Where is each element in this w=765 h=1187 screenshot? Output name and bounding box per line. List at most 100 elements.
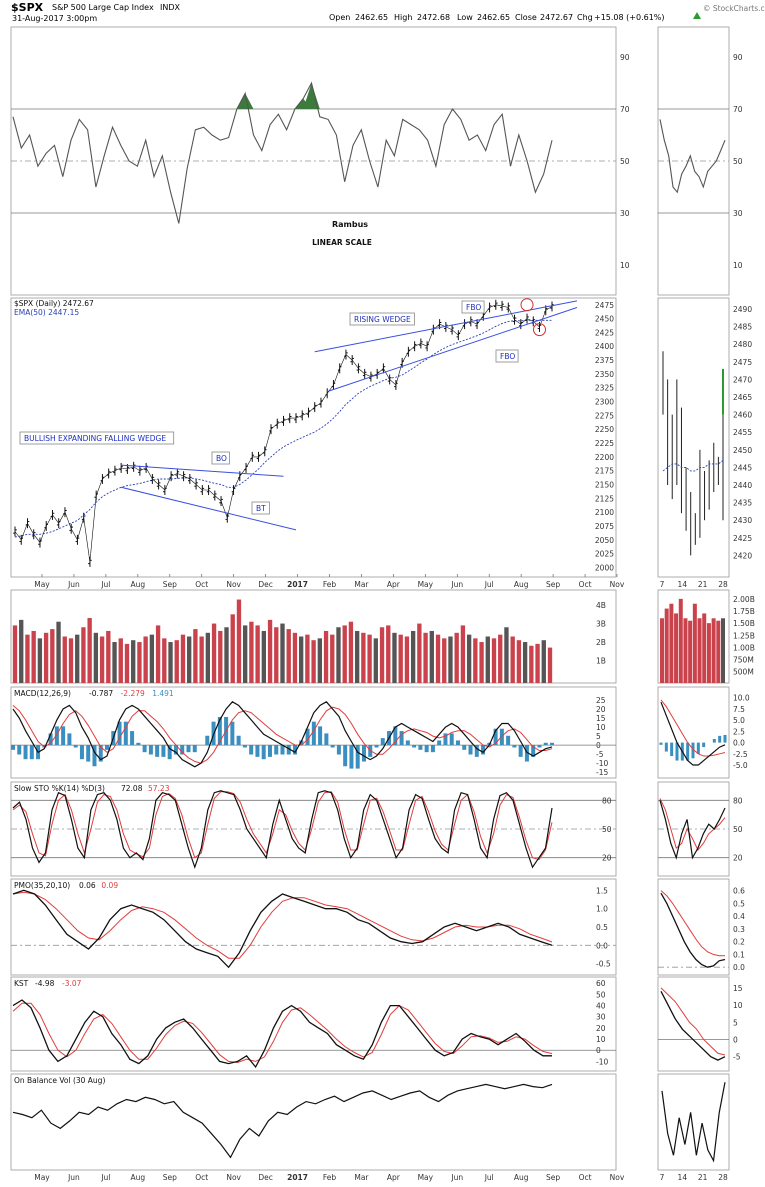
bottom-x-tick-label: Nov [610, 1173, 625, 1182]
macd-histogram-bar [167, 745, 172, 760]
kst-tick-label: 40 [596, 1002, 606, 1011]
side-volume-bar [692, 603, 697, 683]
pmo-side-tick-label: 0.2 [733, 938, 745, 947]
price-x-tick-label: Feb [323, 580, 337, 589]
bottom-x-tick-label: Jul [100, 1173, 110, 1182]
rsi-side-line [659, 119, 726, 194]
volume-bar [106, 630, 111, 683]
volume-bar [230, 614, 235, 683]
bottom-x-tick-label: Aug [514, 1173, 529, 1182]
rising-wedge-lower-trendline [327, 307, 578, 393]
price-side-tick-label: 2450 [733, 446, 752, 455]
side-volume-bar [678, 598, 683, 683]
price-x-tick-label: Jun [67, 580, 80, 589]
macd-histogram-bar [518, 745, 523, 757]
bullish-wedge-label: BULLISH EXPANDING FALLING WEDGE [24, 434, 166, 443]
volume-bar [292, 632, 298, 683]
macd-histogram-bar [23, 745, 28, 760]
price-side-tick-label: 2460 [733, 411, 752, 420]
side-x-tick-label: 14 [678, 580, 688, 589]
price-x-tick-label: Dec [258, 580, 273, 589]
volume-bar [473, 638, 478, 683]
volume-side-tick-label: 1.25B [733, 631, 755, 640]
price-x-tick-label: May [418, 580, 434, 589]
bottom-x-tick-label: Nov [226, 1173, 241, 1182]
macd-histogram-bar [374, 745, 379, 748]
bottom-x-tick-label: May [418, 1173, 434, 1182]
sto-d-line [12, 791, 553, 861]
price-tick-label: 2050 [595, 536, 614, 545]
rsi-side-tick-label: 30 [733, 209, 743, 218]
side-macd-histogram-bar [718, 735, 722, 743]
watermark: © StockCharts.com [703, 4, 765, 13]
pmo-side-tick-label: 0.6 [733, 887, 745, 896]
volume-bar [454, 632, 459, 683]
price-tick-label: 2450 [595, 315, 614, 324]
macd-legend-value: 1.491 [152, 689, 174, 698]
side-macd-histogram-bar [664, 742, 668, 752]
price-tick-label: 2200 [595, 453, 614, 462]
volume-bar [466, 634, 472, 683]
linear-scale-annotation: LINEAR SCALE [312, 238, 372, 247]
volume-bar [155, 625, 161, 683]
macd-tick-label: 20 [596, 705, 606, 714]
kst-side-tick-label: 0 [733, 1035, 738, 1044]
side-pmo-signal-line [660, 890, 725, 957]
pmo-panel-frame [10, 878, 617, 976]
macd-title: MACD(12,26,9) [14, 689, 71, 698]
sto-k-line [12, 790, 553, 870]
volume-bar [211, 623, 217, 683]
volume-bar [19, 619, 24, 683]
pmo-title: PMO(35,20,10) [14, 881, 70, 890]
price-x-tick-label: Nov [226, 580, 241, 589]
volume-bar [81, 627, 86, 683]
sto-side-tick-label: 20 [733, 854, 743, 863]
volume-bar [535, 643, 540, 683]
price-tick-label: 2150 [595, 481, 614, 490]
side-macd-signal-line [660, 699, 726, 757]
macd-histogram-bar [443, 733, 448, 746]
volume-bar [12, 625, 18, 683]
volume-bar [43, 632, 49, 683]
macd-tick-label: 5 [596, 732, 601, 741]
macd-side-panel-frame [657, 686, 730, 779]
low-value: 2462.65 [477, 13, 510, 22]
macd-histogram-bar [148, 745, 153, 755]
ema-legend: EMA(50) 2447.15 [14, 308, 79, 317]
bottom-x-tick-label: Aug [131, 1173, 146, 1182]
kst-side-tick-label: 15 [733, 984, 743, 993]
side-bottom-x-tick-label: 14 [678, 1173, 688, 1182]
macd-histogram-bar [92, 745, 97, 767]
macd-histogram-bar [86, 745, 91, 762]
macd-histogram-bar [98, 745, 103, 762]
pmo-side-tick-label: 0.4 [733, 912, 745, 921]
side-bottom-x-tick-label: 28 [718, 1173, 728, 1182]
macd-histogram-bar [361, 745, 366, 762]
bt-label-box [251, 501, 270, 515]
volume-bars [12, 599, 553, 683]
kst-line [12, 999, 552, 1069]
sto-tick-label: 80 [602, 796, 612, 805]
price-side-tick-label: 2445 [733, 463, 752, 472]
price-tick-label: 2075 [595, 522, 614, 531]
pmo-tick-label: 1.0 [596, 905, 608, 914]
pmo-tick-label: 0.0 [596, 941, 608, 950]
macd-histogram-bar [418, 745, 423, 750]
volume-bar [442, 638, 447, 683]
macd-histogram-bar [17, 745, 22, 755]
macd-histogram-bar [349, 745, 354, 769]
kst-tick-label: 50 [596, 990, 606, 999]
price-line [14, 304, 553, 562]
volume-bar [193, 629, 198, 683]
price-tick-label: 2350 [595, 370, 614, 379]
volume-bar [131, 640, 136, 683]
price-tick-label: 2175 [595, 467, 614, 476]
price-tick-label: 2475 [595, 301, 614, 310]
volume-bar [404, 636, 410, 683]
volume-bar [149, 634, 155, 683]
side-x-tick-label: 7 [660, 580, 665, 589]
bottom-x-tick-label: Jun [67, 1173, 80, 1182]
pmo-tick-label: 0.5 [596, 923, 608, 932]
macd-histogram-bar [54, 726, 59, 746]
